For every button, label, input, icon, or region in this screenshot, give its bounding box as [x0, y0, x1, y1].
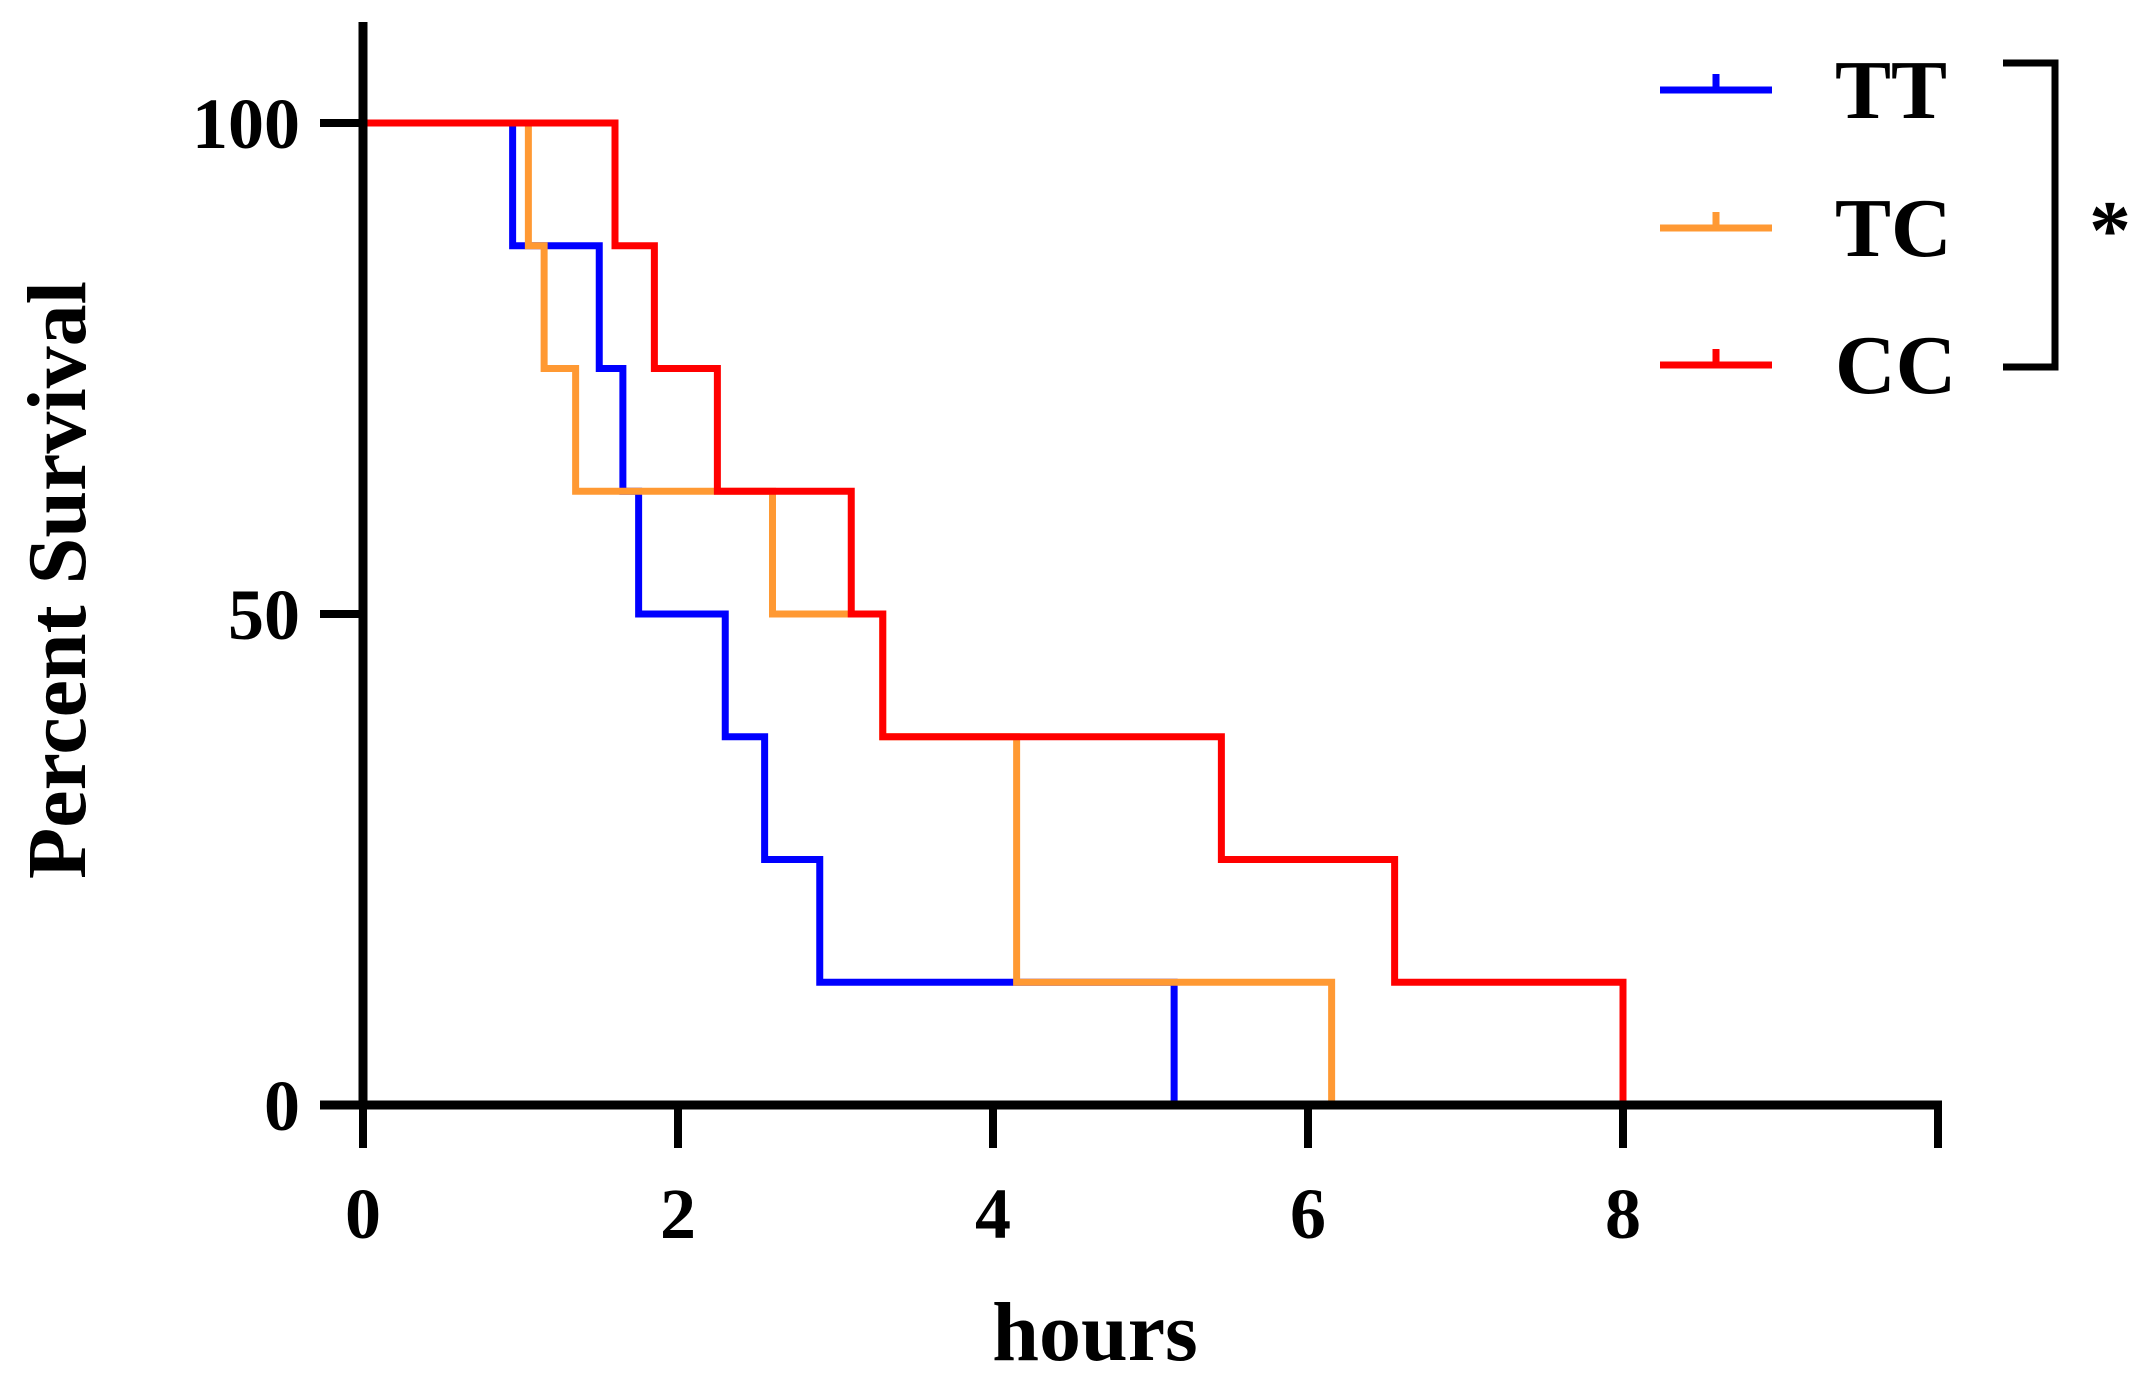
legend-label-cc: CC [1835, 319, 1956, 412]
series-layer [363, 119, 1627, 1105]
significance-bracket: * [2003, 59, 2131, 371]
bracket-line [2003, 59, 2059, 371]
legend-label-tt: TT [1835, 44, 1947, 137]
series-line-tt [363, 119, 1178, 1105]
y-axis-title: Percent Survival [11, 281, 104, 879]
legend-label-tc: TC [1835, 182, 1952, 275]
significance-mark: * [2089, 184, 2131, 277]
x-tick-label-0: 0 [345, 1174, 381, 1254]
x-tick-label-8: 8 [1605, 1174, 1641, 1254]
series-line-tc [363, 119, 1336, 1105]
ticks-layer: 0 2 4 6 8 0 50 100 [192, 84, 1942, 1254]
axes-layer [320, 22, 1942, 1110]
series-line-cc [363, 119, 1627, 1105]
y-tick-label-50: 50 [228, 575, 300, 655]
x-tick-label-4: 4 [975, 1174, 1011, 1254]
y-tick-label-100: 100 [192, 84, 300, 164]
x-tick-label-6: 6 [1290, 1174, 1326, 1254]
x-tick-label-2: 2 [660, 1174, 696, 1254]
y-tick-label-0: 0 [264, 1066, 300, 1146]
x-axis-title: hours [992, 1286, 1197, 1379]
legend: TT TC CC [1660, 44, 1956, 412]
